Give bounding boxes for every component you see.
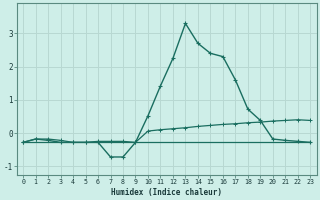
X-axis label: Humidex (Indice chaleur): Humidex (Indice chaleur) <box>111 188 222 197</box>
